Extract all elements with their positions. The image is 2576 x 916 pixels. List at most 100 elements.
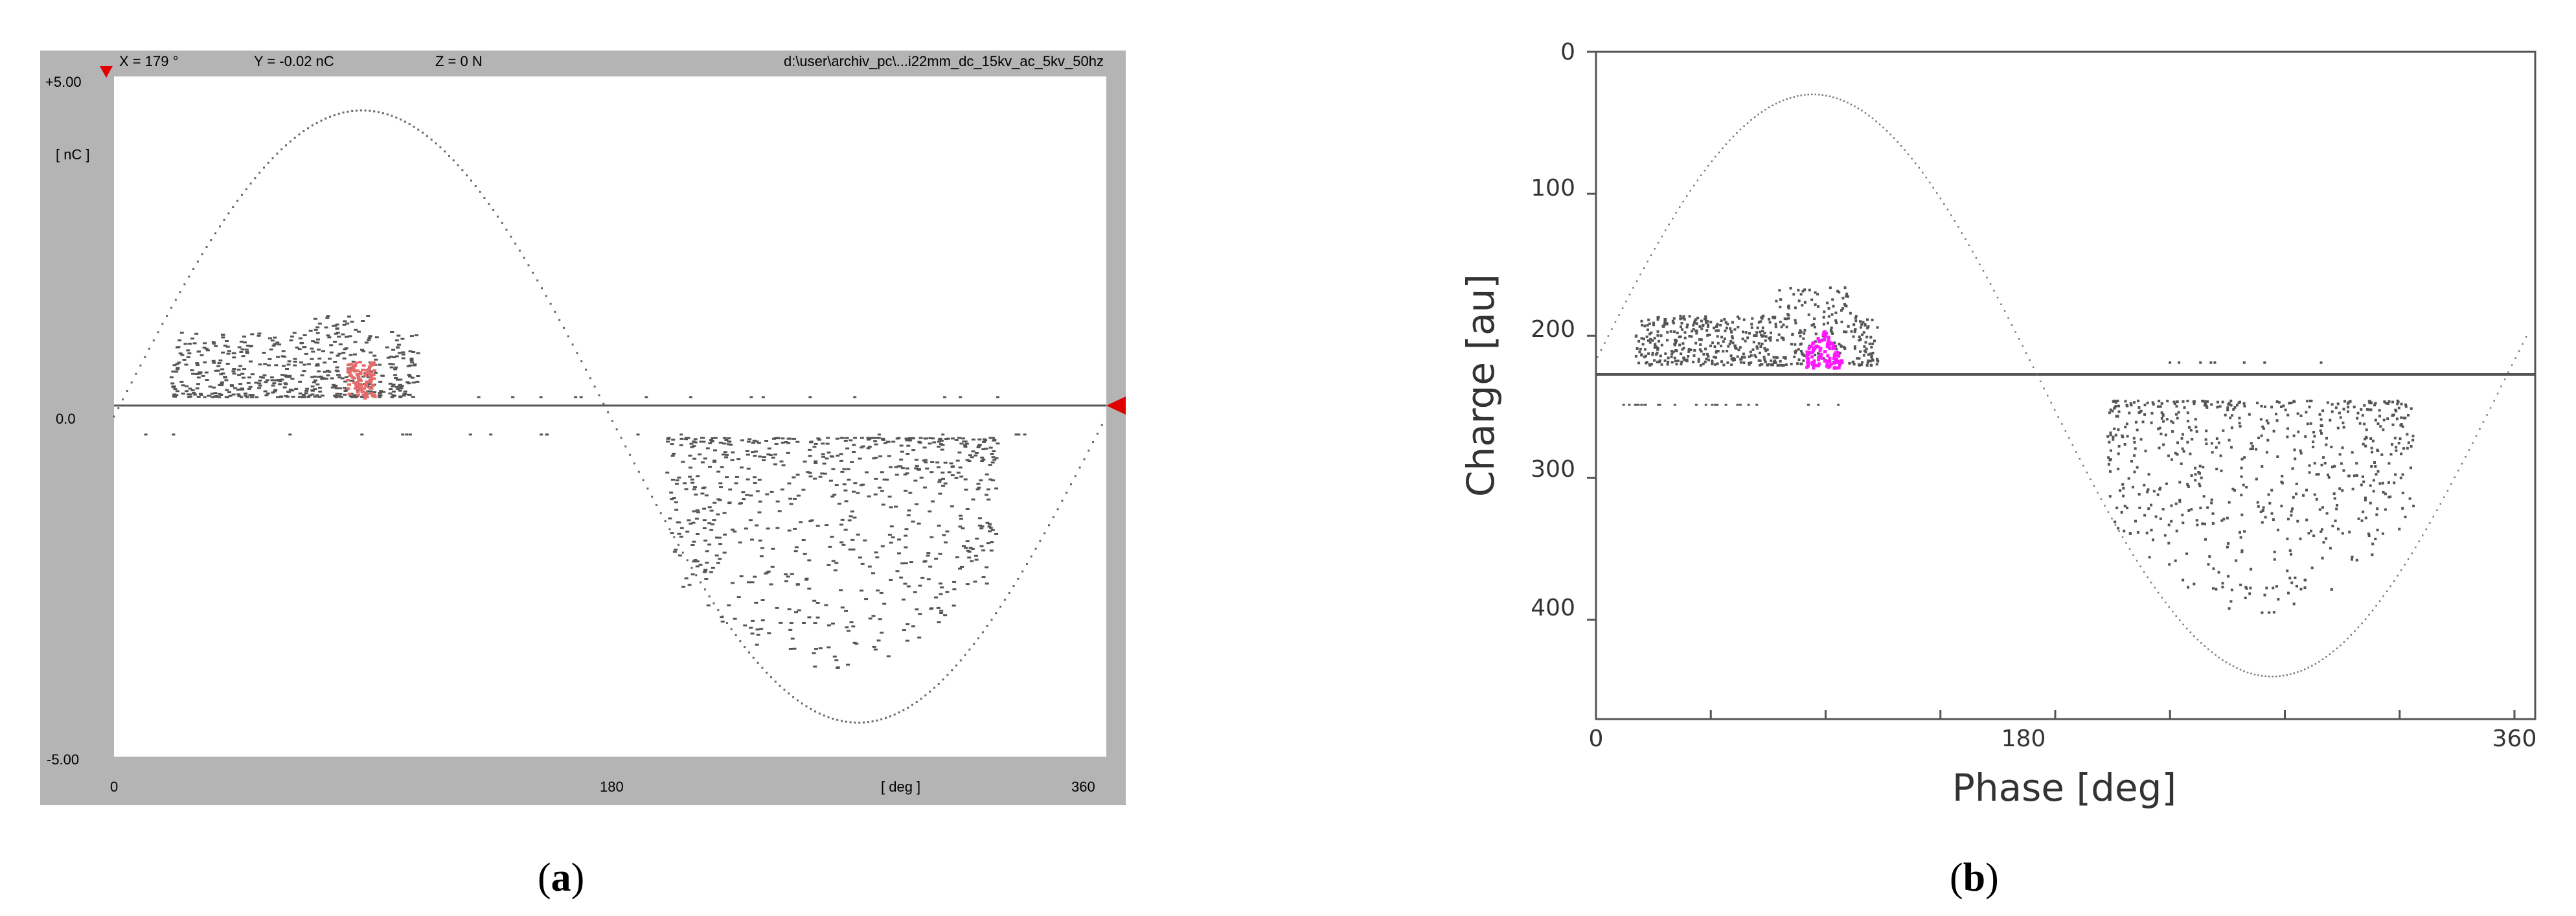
scatter-point	[679, 527, 684, 529]
sine-point	[576, 352, 578, 354]
scatter-point	[327, 336, 332, 339]
scatter-point	[248, 345, 253, 348]
sine-point	[1768, 106, 1770, 109]
cursor-right-marker-icon[interactable]	[1106, 396, 1126, 415]
scatter-point	[335, 327, 339, 330]
scatter-point	[1866, 318, 1869, 321]
hot-point	[367, 373, 372, 376]
scatter-point	[2195, 430, 2198, 433]
scatter-point	[294, 387, 299, 390]
scatter-point	[723, 533, 727, 536]
scatter-point	[814, 460, 818, 463]
scatter-point	[1794, 343, 1797, 346]
sine-point	[1017, 577, 1020, 580]
scatter-point	[2133, 454, 2136, 457]
scatter-point	[994, 457, 999, 459]
scatter-point	[1737, 315, 1739, 319]
scatter-point	[788, 628, 793, 631]
scatter-point	[2130, 404, 2133, 407]
sine-point	[430, 139, 433, 141]
sine-point	[342, 111, 345, 114]
scatter-point	[1816, 293, 1819, 296]
scatter-point	[2363, 422, 2366, 426]
scatter-point	[897, 552, 901, 555]
scatter-point	[826, 452, 831, 454]
scatter-point	[694, 493, 698, 496]
scatter-point	[906, 444, 911, 447]
scatter-point	[746, 441, 751, 443]
hot-point	[1835, 358, 1839, 361]
sine-point	[2075, 451, 2077, 453]
scatter-point	[2171, 430, 2174, 433]
scatter-point	[989, 549, 994, 552]
sine-point	[2382, 595, 2384, 597]
scatter-point	[2272, 586, 2275, 590]
scatter-point	[711, 437, 715, 439]
scatter-point	[394, 377, 398, 379]
sine-point	[1972, 251, 1974, 253]
scatter-point	[351, 360, 356, 363]
y-unit-label: [ nC ]	[56, 146, 90, 163]
sine-point	[937, 683, 940, 685]
scatter-point	[411, 396, 415, 398]
sine-point	[818, 713, 821, 715]
scatter-point	[2210, 498, 2213, 501]
scatter-point	[2116, 399, 2119, 402]
scatter-point	[2336, 504, 2339, 507]
sine-point	[2500, 385, 2502, 387]
scatter-point	[265, 379, 269, 382]
scatter-point	[963, 444, 967, 446]
sine-point	[2104, 505, 2106, 507]
scatter-point	[1755, 331, 1759, 334]
scatter-point	[398, 389, 402, 392]
scatter-point	[1759, 320, 1762, 323]
scatter-point	[980, 456, 985, 459]
hot-point	[348, 363, 353, 366]
scatter-point	[477, 396, 481, 398]
scatter-point	[278, 380, 282, 383]
scatter-point	[2370, 465, 2373, 468]
scatter-point	[2376, 507, 2379, 510]
sine-point	[536, 279, 539, 282]
scatter-point	[2341, 532, 2344, 535]
sine-point	[2150, 581, 2152, 584]
scatter-point	[2228, 501, 2231, 504]
scatter-point	[745, 450, 749, 452]
scatter-point	[692, 540, 696, 543]
sine-point	[2082, 464, 2084, 467]
scatter-point	[755, 524, 759, 527]
scatter-point	[2305, 518, 2308, 521]
cursor-top-marker-icon[interactable]	[100, 66, 113, 78]
scatter-point	[1650, 363, 1653, 366]
scatter-point	[2128, 411, 2131, 415]
scatter-point	[2282, 404, 2285, 407]
scatter-point	[2222, 429, 2225, 432]
scatter-point	[2221, 400, 2224, 404]
sine-point	[624, 445, 627, 448]
sine-point	[1843, 100, 1845, 102]
scatter-point	[324, 326, 328, 328]
scatter-point	[726, 443, 731, 446]
scatter-point	[2239, 583, 2242, 586]
scatter-point	[308, 330, 313, 332]
scatter-point	[388, 392, 393, 395]
scatter-point	[2242, 361, 2246, 364]
scatter-point	[315, 341, 320, 344]
scatter-point	[1716, 350, 1720, 352]
sine-point	[1746, 122, 1749, 124]
scatter-point	[2401, 491, 2404, 494]
scatter-point	[2329, 547, 2332, 550]
hot-point	[359, 384, 363, 387]
sine-point	[2282, 674, 2285, 677]
hot-point	[346, 387, 350, 390]
scatter-point	[751, 619, 755, 622]
scatter-point	[2198, 483, 2201, 485]
scatter-point	[902, 599, 906, 601]
scatter-point	[310, 358, 314, 360]
scatter-point	[670, 498, 674, 501]
scatter-point	[1814, 354, 1817, 356]
sine-point	[854, 721, 856, 724]
sine-point	[1775, 102, 1777, 105]
sine-point	[1647, 260, 1648, 262]
scatter-point	[1666, 339, 1669, 342]
